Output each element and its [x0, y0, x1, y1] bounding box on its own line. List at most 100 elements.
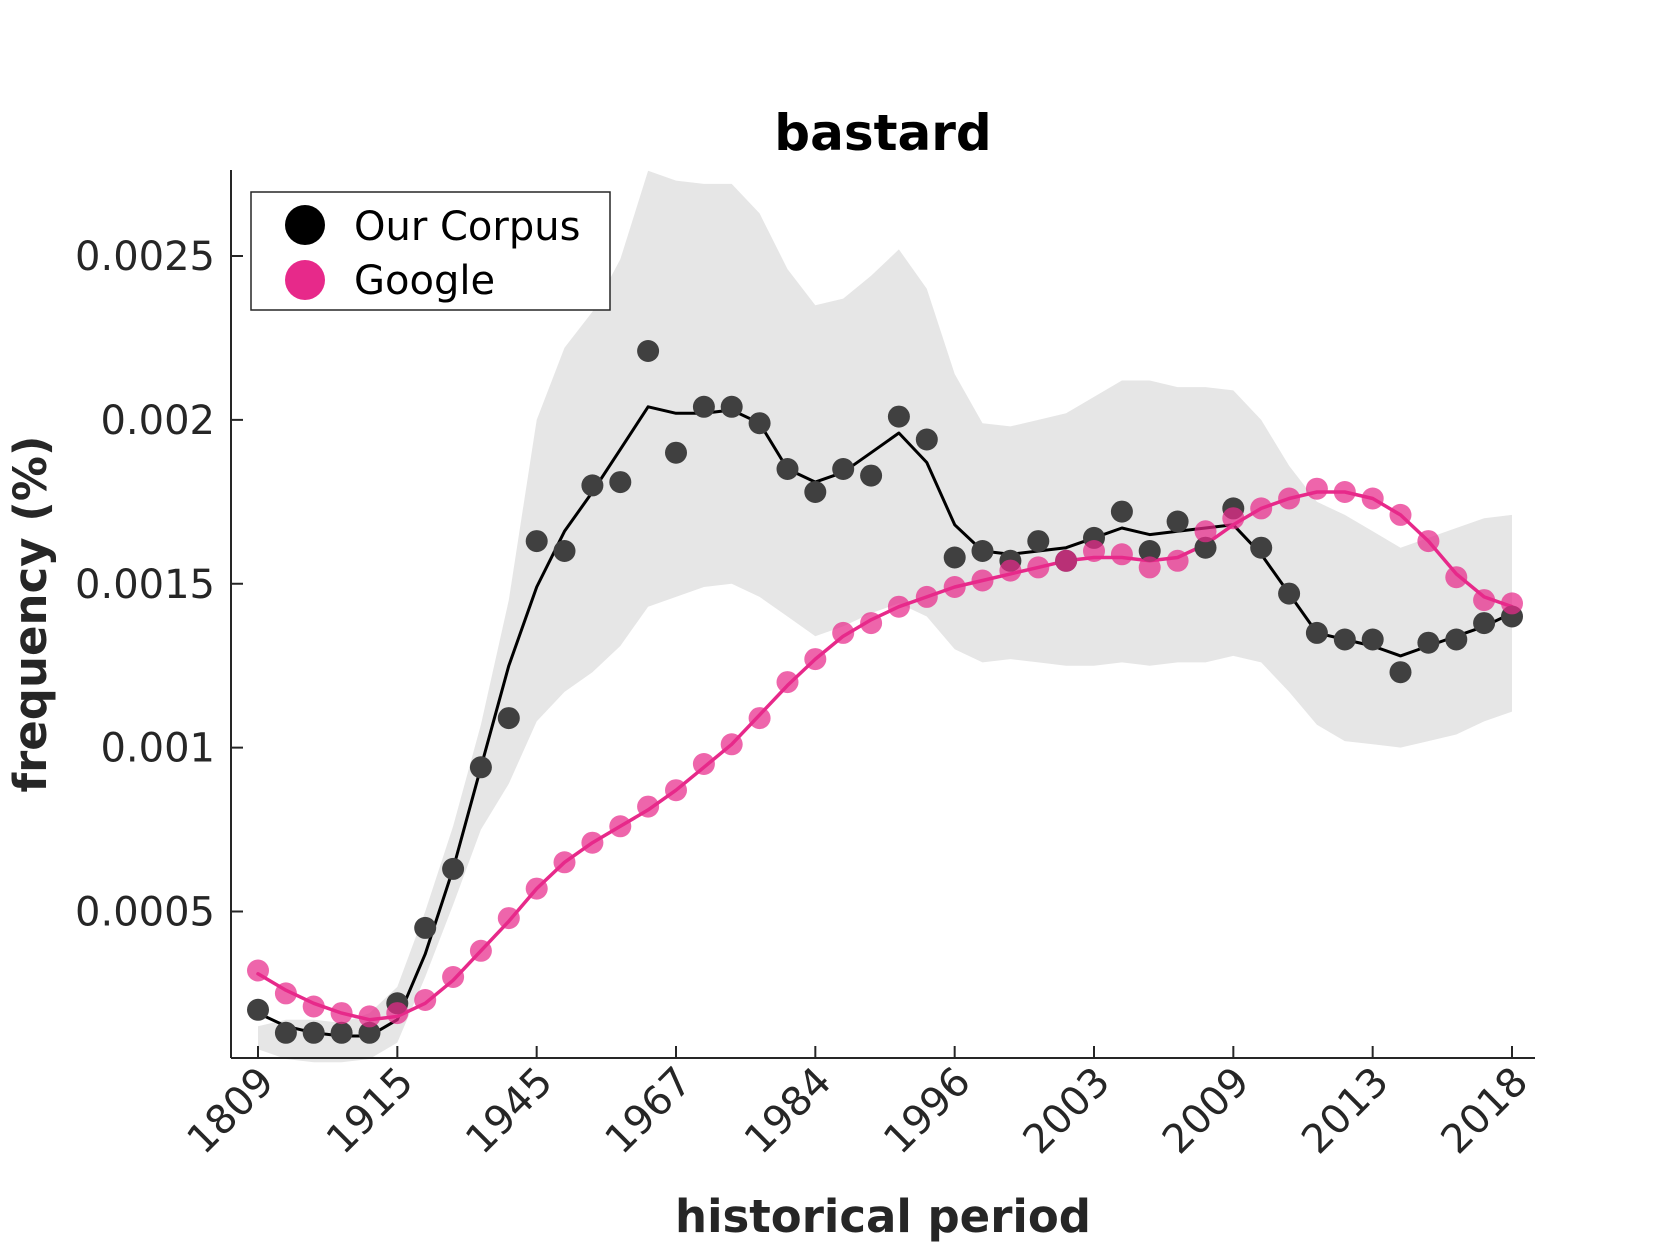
data-point-google [1389, 503, 1412, 526]
data-point-our-corpus [665, 441, 687, 464]
legend: Our Corpus Google [250, 191, 611, 311]
legend-label-google: Google [354, 258, 495, 304]
data-point-our-corpus [414, 916, 437, 939]
data-point-our-corpus [692, 395, 715, 418]
data-point-google [581, 831, 604, 854]
data-point-our-corpus [1445, 628, 1468, 651]
x-tick-label: 2009 [1154, 1059, 1259, 1164]
x-tick-label: 2013 [1293, 1059, 1398, 1164]
data-point-google [832, 621, 855, 644]
data-point-our-corpus [330, 1021, 353, 1044]
legend-label-our-corpus: Our Corpus [354, 204, 580, 250]
data-point-google [1333, 481, 1356, 503]
data-point-google [943, 576, 966, 598]
data-point-google [860, 612, 883, 635]
data-point-google [442, 966, 465, 988]
data-point-our-corpus [469, 756, 492, 779]
data-point-our-corpus [525, 530, 548, 553]
data-point-our-corpus [720, 395, 743, 418]
data-point-our-corpus [804, 481, 827, 503]
legend-marker-our-corpus [285, 205, 325, 245]
data-point-our-corpus [1278, 582, 1301, 605]
x-tick-label: 2003 [1015, 1059, 1120, 1164]
data-point-google [915, 585, 938, 608]
data-point-our-corpus [1166, 510, 1189, 533]
data-point-our-corpus [1417, 631, 1440, 654]
data-point-our-corpus [247, 998, 269, 1021]
data-point-google [999, 559, 1022, 582]
axes [230, 170, 1535, 1059]
x-tick-label: 1996 [875, 1059, 980, 1164]
data-point-our-corpus [1305, 621, 1328, 644]
data-point-google [330, 1002, 353, 1025]
data-point-our-corpus [497, 707, 520, 730]
y-tick-label: 0.0025 [75, 234, 215, 280]
data-point-google [720, 733, 743, 756]
data-point-our-corpus [887, 405, 910, 428]
data-point-our-corpus [1473, 612, 1496, 635]
trend-line-google [256, 490, 1514, 1022]
x-axis-label: historical period [675, 1190, 1091, 1243]
data-point-our-corpus [1110, 500, 1133, 523]
data-point-google [1027, 556, 1050, 579]
data-point-google [1138, 556, 1161, 579]
y-axis-label: frequency (%) [4, 436, 57, 793]
data-point-google [1305, 477, 1328, 500]
data-point-our-corpus [776, 458, 799, 480]
data-point-google [1194, 520, 1217, 543]
data-point-our-corpus [1138, 540, 1161, 562]
data-point-google [1445, 566, 1468, 589]
data-point-google [1110, 543, 1133, 566]
data-point-google [804, 648, 827, 671]
data-point-google [1473, 589, 1496, 612]
points-google [247, 477, 1523, 1028]
y-tick-label: 0.0015 [75, 562, 215, 608]
data-point-google [1501, 592, 1523, 615]
data-point-google [414, 989, 437, 1011]
data-point-our-corpus [609, 471, 632, 494]
data-point-google [1250, 497, 1273, 520]
data-point-our-corpus [915, 428, 938, 451]
data-point-google [776, 671, 799, 694]
data-point-our-corpus [1389, 661, 1412, 684]
data-point-our-corpus [1250, 536, 1273, 559]
data-point-google [1083, 540, 1105, 562]
data-point-google [1417, 530, 1440, 553]
data-point-our-corpus [442, 857, 465, 880]
data-point-google [1166, 549, 1189, 572]
data-point-our-corpus [860, 464, 883, 487]
data-point-our-corpus [581, 474, 604, 497]
data-point-google [497, 907, 520, 930]
data-point-our-corpus [1333, 628, 1356, 651]
trend-line-our-corpus [256, 405, 1514, 1038]
data-point-our-corpus [1194, 536, 1217, 559]
data-point-google [302, 995, 325, 1018]
data-point-google [1055, 549, 1078, 572]
data-point-google [692, 753, 715, 775]
chart-title: bastard [774, 104, 991, 162]
data-point-google [358, 1005, 381, 1028]
data-point-our-corpus [1361, 628, 1384, 651]
x-tick-label: 1915 [318, 1059, 423, 1164]
data-point-our-corpus [1027, 530, 1050, 553]
data-point-google [887, 595, 910, 618]
data-point-google [609, 815, 632, 838]
data-point-google [525, 877, 548, 900]
x-tick-label: 1809 [179, 1059, 284, 1164]
confidence-band-layer [258, 170, 1512, 1063]
data-point-google [1361, 487, 1384, 510]
data-point-google [971, 569, 994, 592]
data-point-our-corpus [553, 540, 576, 562]
y-tick-label: 0.0005 [75, 890, 215, 936]
data-point-google [1222, 507, 1245, 530]
legend-marker-google [285, 260, 325, 300]
data-point-our-corpus [832, 458, 855, 480]
x-tick-label: 1967 [597, 1059, 702, 1164]
data-point-google [665, 779, 687, 802]
data-point-layer [247, 340, 1523, 1044]
data-point-our-corpus [943, 546, 966, 569]
y-tick-label: 0.002 [100, 398, 215, 444]
x-tick-label: 2018 [1433, 1059, 1538, 1164]
data-point-our-corpus [358, 1021, 381, 1044]
